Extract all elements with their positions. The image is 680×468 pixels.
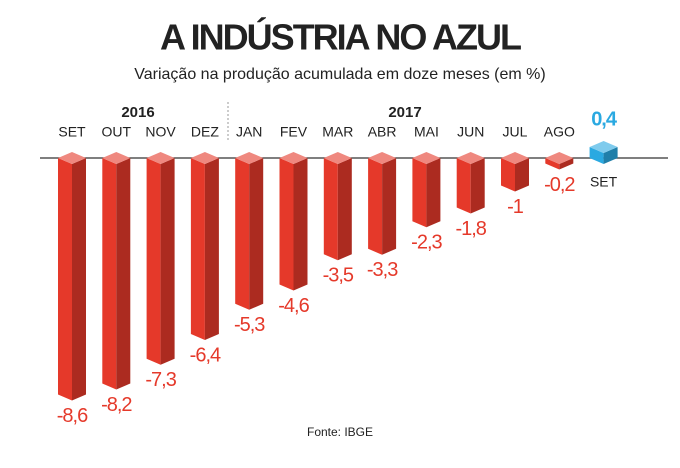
value-label: 0,4 bbox=[591, 108, 618, 130]
value-label: -1 bbox=[507, 196, 524, 218]
bar-top-face bbox=[412, 152, 441, 164]
category-label: OUT bbox=[102, 124, 132, 140]
bar-right-face bbox=[603, 147, 618, 164]
source: Fonte: IBGE bbox=[307, 425, 373, 439]
category-label: SET bbox=[590, 174, 618, 190]
value-label: -3,3 bbox=[367, 259, 398, 281]
bar-left-face bbox=[412, 158, 427, 228]
bar bbox=[102, 152, 131, 390]
year-label: 2016 bbox=[121, 104, 154, 121]
bar-top-face bbox=[279, 152, 308, 164]
bar-left-face bbox=[501, 158, 515, 192]
bar-top-face bbox=[190, 152, 219, 164]
bar-left-face bbox=[545, 158, 560, 170]
value-label: -2,3 bbox=[411, 232, 442, 254]
bar-left-face bbox=[456, 158, 471, 214]
value-label: -8,2 bbox=[101, 394, 132, 416]
bar-right-face bbox=[160, 158, 175, 365]
bar-right-face bbox=[337, 158, 352, 261]
bar bbox=[279, 152, 308, 291]
bar-left-face bbox=[368, 158, 383, 255]
value-label: -4,6 bbox=[278, 295, 309, 317]
bar-right-face bbox=[204, 158, 219, 340]
bar-right-face bbox=[559, 158, 574, 170]
category-label: ABR bbox=[368, 124, 397, 140]
value-label: -0,2 bbox=[544, 174, 575, 196]
chart-title: A INDÚSTRIA NO AZUL bbox=[160, 16, 521, 58]
bar bbox=[412, 152, 441, 228]
bar-right-face bbox=[470, 158, 485, 214]
bar-left-face bbox=[279, 158, 294, 291]
bar-top-face bbox=[545, 152, 574, 164]
bar-top-face bbox=[589, 141, 618, 153]
bar bbox=[501, 152, 529, 192]
category-label: DEZ bbox=[191, 124, 219, 140]
bar-right-face bbox=[515, 158, 529, 192]
bar bbox=[456, 152, 485, 214]
category-label: JUL bbox=[503, 124, 528, 140]
value-label: -3,5 bbox=[323, 265, 354, 287]
bar-right-face bbox=[293, 158, 308, 291]
category-label: MAR bbox=[322, 124, 353, 140]
bar-top-face bbox=[368, 152, 397, 164]
bar-top-face bbox=[323, 152, 352, 164]
value-label: -8,6 bbox=[57, 405, 88, 427]
chart-subtitle: Variação na produção acumulada em doze m… bbox=[134, 66, 545, 83]
bar bbox=[190, 152, 219, 340]
value-label: -6,4 bbox=[190, 344, 221, 366]
bar-left-face bbox=[146, 158, 161, 365]
bar-left-face bbox=[102, 158, 117, 390]
bar-right-face bbox=[72, 158, 86, 401]
bar-top-face bbox=[146, 152, 175, 164]
value-label: -5,3 bbox=[234, 314, 265, 336]
bar bbox=[146, 152, 175, 365]
bar-right-face bbox=[249, 158, 264, 310]
bar-top-face bbox=[102, 152, 131, 164]
bar-left-face bbox=[235, 158, 250, 310]
category-label: SET bbox=[58, 124, 86, 140]
category-label: NOV bbox=[145, 124, 176, 140]
bar bbox=[58, 152, 86, 401]
bar-top-face bbox=[456, 152, 485, 164]
bar-left-face bbox=[190, 158, 205, 340]
year-label: 2017 bbox=[388, 104, 421, 121]
bar-right-face bbox=[426, 158, 441, 228]
bar-top-face bbox=[58, 152, 86, 164]
bar-top-face bbox=[235, 152, 264, 164]
category-label: JUN bbox=[457, 124, 484, 140]
bar bbox=[545, 152, 574, 170]
value-label: -1,8 bbox=[455, 218, 486, 240]
bar-left-face bbox=[58, 158, 72, 401]
bar bbox=[368, 152, 397, 255]
bar bbox=[589, 141, 618, 164]
bar-right-face bbox=[116, 158, 131, 390]
category-label: JAN bbox=[236, 124, 262, 140]
category-label: MAI bbox=[414, 124, 439, 140]
bar-left-face bbox=[589, 147, 604, 164]
bar-top-face bbox=[501, 152, 529, 164]
bar bbox=[323, 152, 352, 261]
bar-right-face bbox=[382, 158, 397, 255]
category-label: FEV bbox=[280, 124, 308, 140]
bar bbox=[235, 152, 264, 310]
bar-left-face bbox=[323, 158, 338, 261]
value-label: -7,3 bbox=[145, 369, 176, 391]
category-label: AGO bbox=[544, 124, 575, 140]
